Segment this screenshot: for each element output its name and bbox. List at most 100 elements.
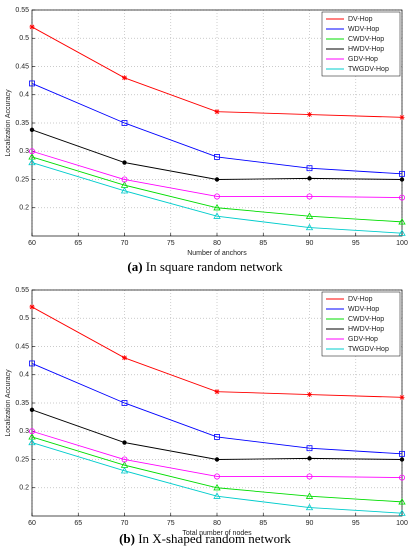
plot-frame xyxy=(31,289,403,517)
marker xyxy=(214,177,220,182)
x-tick-label: 80 xyxy=(213,240,221,247)
y-tick-label: 0.55 xyxy=(15,287,29,294)
marker xyxy=(307,392,312,398)
y-tick-label: 0.3 xyxy=(19,148,29,155)
y-tick-label: 0.35 xyxy=(15,400,29,407)
marker xyxy=(28,428,35,435)
series-line xyxy=(31,436,403,503)
x-tick-label: 65 xyxy=(74,520,82,527)
marker xyxy=(29,304,35,310)
marker xyxy=(305,503,314,511)
y-tick-label: 0.35 xyxy=(15,120,29,127)
y-tick-label: 0.45 xyxy=(15,63,29,70)
marker xyxy=(305,492,314,499)
marker xyxy=(121,176,128,183)
x-tick-label: 75 xyxy=(167,240,175,247)
legend-label: HWDV-Hop xyxy=(348,326,384,333)
y-tick-label: 0.2 xyxy=(19,485,29,492)
marker xyxy=(214,433,220,440)
x-axis-label: Number of anchors xyxy=(187,250,247,257)
y-axis-label: Localization Accuracy xyxy=(5,89,12,157)
marker xyxy=(28,158,36,166)
y-tick-label: 0.2 xyxy=(19,205,29,212)
marker xyxy=(399,177,405,182)
marker xyxy=(214,109,220,115)
marker xyxy=(213,492,221,499)
x-tick-label: 70 xyxy=(121,520,129,527)
x-tick-label: 85 xyxy=(259,520,267,527)
legend-label: WDV-Hop xyxy=(348,26,379,33)
series-line xyxy=(31,162,403,234)
x-tick-label: 85 xyxy=(259,240,267,247)
legend-label: DV-Hop xyxy=(348,16,373,23)
marker xyxy=(122,440,127,445)
x-tick-label: 90 xyxy=(306,240,314,247)
x-axis-label: Total number of nodes xyxy=(182,530,252,537)
y-tick-label: 0.45 xyxy=(15,343,29,350)
marker xyxy=(121,400,128,406)
caption-text: In square random network xyxy=(146,259,283,274)
legend-box xyxy=(321,291,401,357)
caption: (a) In square random network xyxy=(127,259,283,274)
series-line xyxy=(31,83,403,175)
caption: (b) In X-shaped random network xyxy=(119,531,291,546)
marker xyxy=(121,456,128,463)
plot-frame xyxy=(31,9,403,237)
x-tick-label: 95 xyxy=(352,240,360,247)
marker xyxy=(399,457,405,462)
marker xyxy=(214,389,220,395)
x-tick-label: 80 xyxy=(213,520,221,527)
x-tick-label: 95 xyxy=(352,520,360,527)
marker xyxy=(122,160,127,165)
caption-label: (a) xyxy=(127,259,142,274)
marker xyxy=(121,120,128,126)
marker xyxy=(213,203,221,211)
marker xyxy=(214,153,220,160)
caption-text: In X-shaped random network xyxy=(138,531,291,546)
marker xyxy=(213,473,220,480)
legend-box xyxy=(321,11,401,77)
series-line xyxy=(31,363,403,455)
marker xyxy=(399,170,405,177)
marker xyxy=(122,75,127,81)
marker xyxy=(214,457,220,462)
series-line xyxy=(31,150,403,199)
marker xyxy=(306,165,313,172)
y-tick-label: 0.25 xyxy=(15,176,29,183)
marker xyxy=(122,355,127,361)
y-tick-label: 0.4 xyxy=(19,92,29,99)
caption-label: (b) xyxy=(119,531,135,546)
marker xyxy=(305,212,314,219)
legend-label: GDV-Hop xyxy=(348,336,378,343)
marker xyxy=(120,466,129,474)
y-tick-label: 0.25 xyxy=(15,456,29,463)
marker xyxy=(307,176,312,181)
legend-label: CWDV-Hop xyxy=(348,316,384,323)
marker xyxy=(29,24,35,30)
legend-label: TWGDV-Hop xyxy=(348,346,389,353)
x-tick-label: 100 xyxy=(396,240,408,247)
marker xyxy=(399,114,405,120)
marker xyxy=(120,186,129,194)
marker xyxy=(306,445,313,452)
x-tick-label: 70 xyxy=(121,240,129,247)
legend-label: TWGDV-Hop xyxy=(348,66,389,73)
legend-label: WDV-Hop xyxy=(348,306,379,313)
marker xyxy=(213,193,220,200)
marker xyxy=(398,218,406,225)
y-tick-label: 0.3 xyxy=(19,428,29,435)
y-tick-label: 0.5 xyxy=(19,315,29,322)
marker xyxy=(307,112,312,118)
series-line xyxy=(31,156,403,223)
legend-label: GDV-Hop xyxy=(348,56,378,63)
x-tick-label: 60 xyxy=(28,520,36,527)
series-line xyxy=(31,430,403,479)
x-tick-label: 75 xyxy=(167,520,175,527)
marker xyxy=(306,473,313,480)
marker xyxy=(307,456,312,461)
legend-label: HWDV-Hop xyxy=(348,46,384,53)
marker xyxy=(398,194,405,201)
y-axis-label: Localization Accuracy xyxy=(5,369,12,437)
marker xyxy=(398,498,406,505)
